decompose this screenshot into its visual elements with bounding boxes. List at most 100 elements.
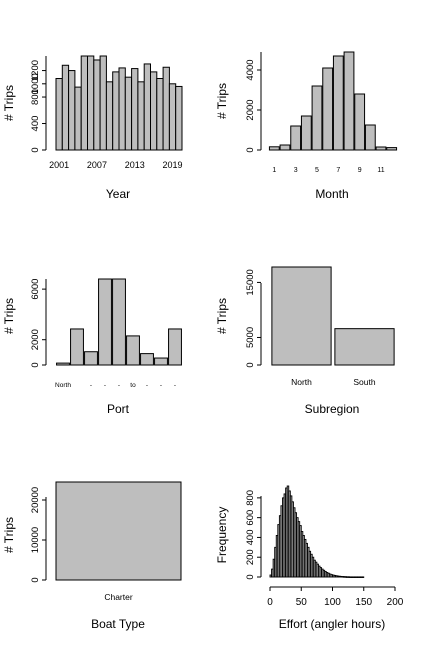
port-bar--: [168, 328, 182, 366]
month-y-axis-label: # Trips: [215, 83, 229, 119]
port-y-tick-label: 6000: [30, 279, 41, 300]
month-x-tick-label: 11: [377, 167, 384, 174]
subregion-y-tick-label: 15000: [245, 269, 256, 295]
panel-effort: 0 200 400 600 800 0 50 100 150 200 Effort (angle…: [215, 485, 404, 631]
subregion-y-axis-label: # Trips: [215, 298, 229, 334]
year-bar-2007: [93, 59, 101, 151]
port-bar--: [84, 351, 98, 366]
port-x-ticks: North - - - to - - -: [55, 382, 176, 389]
subregion-x-tick-label: North: [291, 377, 312, 387]
year-bar-2011: [118, 67, 126, 151]
month-bar-9: [354, 93, 366, 151]
year-bar-2013: [131, 68, 139, 151]
month-bar-1: [268, 146, 280, 151]
subregion-y-tick-label: 5000: [245, 327, 256, 348]
year-bar-2019: [168, 83, 177, 151]
month-bar-11: [375, 146, 387, 151]
year-bar-2002: [61, 64, 70, 151]
month-x-tick-label: 5: [315, 167, 319, 174]
effort-x-axis-label: Effort (angler hours): [279, 617, 386, 631]
panel-subregion: 0 5000 15000 North South Subregion # Trips: [215, 266, 395, 416]
subregion-bars: [271, 266, 395, 366]
year-y-tick-label: 1200: [30, 60, 41, 81]
boattype-y-ticks: 0 10000 20000: [30, 487, 46, 583]
month-bar-12: [386, 147, 398, 151]
subregion-x-axis-label: Subregion: [305, 402, 360, 416]
year-bar-2014: [137, 81, 145, 151]
port-bar--: [112, 278, 126, 366]
year-x-tick-label: 2019: [163, 160, 183, 170]
year-y-tick-label: 0: [30, 147, 41, 152]
port-x-axis-label: Port: [107, 402, 130, 416]
month-y-ticks: 0 2000 4000: [245, 59, 261, 153]
year-y-axis-label: # Trips: [2, 85, 16, 121]
month-bar-5: [311, 85, 323, 151]
month-bar-6: [322, 67, 334, 151]
year-bar-2006: [87, 55, 95, 151]
port-bar--: [140, 353, 154, 366]
year-bar-2008: [99, 55, 107, 151]
year-bar-2003: [68, 70, 76, 151]
year-y-tick-label: 800: [30, 89, 41, 105]
month-bar-2: [279, 144, 291, 151]
effort-x-tick-label: 200: [387, 597, 404, 608]
boattype-y-tick-label: 20000: [30, 487, 41, 513]
port-x-tick-label: to: [130, 382, 136, 389]
effort-x-tick-label: 150: [355, 597, 372, 608]
effort-y-tick-label: 400: [245, 530, 256, 546]
year-y-tick-label: 1000: [30, 73, 41, 94]
year-bars: [55, 55, 183, 151]
effort-y-tick-label: 200: [245, 549, 256, 565]
port-y-axis-label: # Trips: [2, 298, 16, 334]
subregion-x-ticks: North South: [291, 377, 376, 387]
month-bars: [268, 51, 398, 151]
year-bar-2015: [143, 63, 151, 151]
boattype-y-tick-label: 10000: [30, 527, 41, 553]
year-bar-2016: [150, 71, 158, 151]
year-bar-2010: [112, 71, 120, 151]
subregion-y-tick-label: 0: [245, 362, 256, 367]
effort-hist-bar-147.5: [361, 576, 365, 578]
effort-y-ticks: 0 200 400 600 800: [245, 490, 261, 580]
port-bar--: [154, 357, 168, 366]
port-x-tick-label: -: [104, 382, 106, 389]
subregion-bar-North: [271, 266, 332, 366]
month-bar-4: [300, 115, 312, 151]
year-bar-2012: [124, 76, 133, 151]
port-bar-North: [56, 362, 70, 366]
boattype-y-tick-label: 0: [30, 577, 41, 582]
month-bar-8: [343, 51, 355, 151]
port-x-tick-label: -: [90, 382, 92, 389]
month-y-tick-label: 0: [245, 147, 256, 152]
port-bars: [56, 278, 182, 366]
month-y-tick-label: 4000: [245, 59, 256, 80]
effort-y-tick-label: 600: [245, 510, 256, 526]
port-y-tick-label: 0: [30, 362, 41, 367]
effort-x-tick-label: 50: [296, 597, 308, 608]
panel-port: 0 2000 6000 North - - - to - - - Port # Trips: [2, 278, 182, 416]
year-x-axis-label: Year: [106, 187, 130, 201]
effort-x-ticks: 0 50 100 150 200: [267, 587, 404, 608]
port-y-tick-label: 2000: [30, 329, 41, 350]
port-y-ticks: 0 2000 6000: [30, 279, 46, 368]
year-x-tick-label: 2013: [125, 160, 145, 170]
effort-x-tick-label: 0: [267, 597, 273, 608]
year-bar-2017: [156, 78, 164, 151]
month-x-tick-label: 9: [358, 167, 362, 174]
port-x-tick-label: -: [118, 382, 120, 389]
effort-histogram-bars: [269, 485, 365, 578]
month-bar-7: [332, 55, 344, 151]
port-bar--: [70, 328, 84, 366]
boattype-bars: [55, 481, 182, 581]
year-bar-2020: [175, 85, 183, 151]
effort-y-tick-label: 800: [245, 490, 256, 506]
effort-y-tick-label: 0: [245, 574, 256, 579]
boattype-bar-Charter: [55, 481, 182, 581]
month-y-tick-label: 2000: [245, 99, 256, 120]
port-x-tick-label: -: [174, 382, 176, 389]
month-x-tick-label: 1: [272, 167, 276, 174]
year-bar-2018: [162, 66, 170, 151]
